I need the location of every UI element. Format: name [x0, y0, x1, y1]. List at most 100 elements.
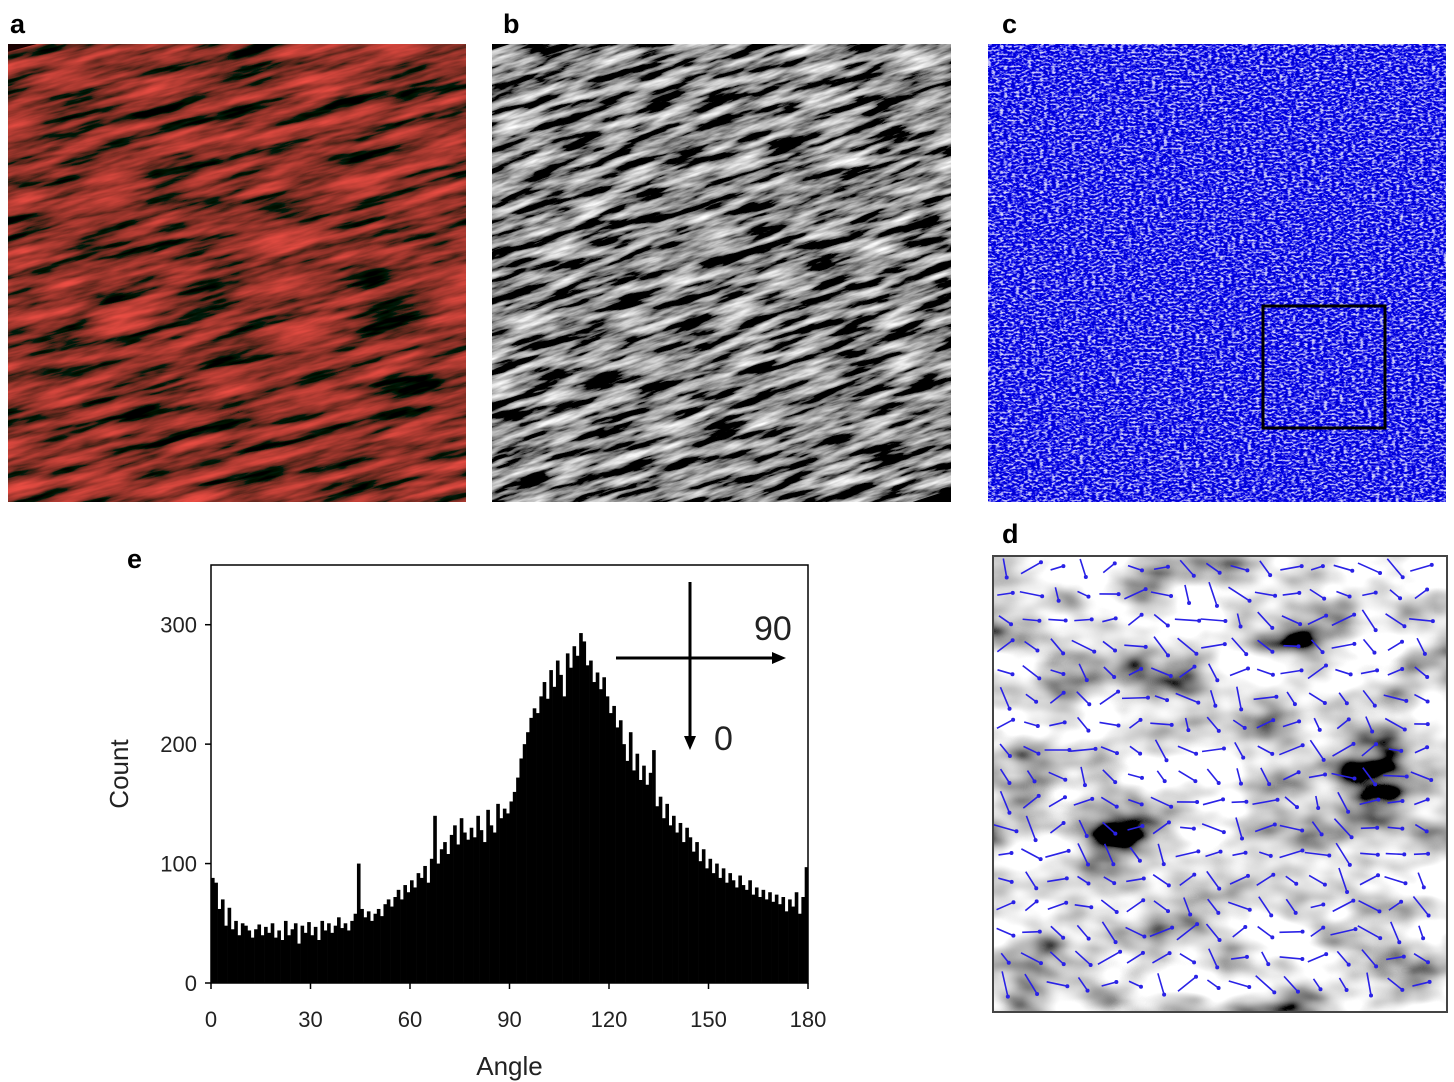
bar [579, 633, 583, 983]
bar [230, 929, 235, 983]
arrow [1307, 664, 1327, 680]
arrow-head [1247, 985, 1252, 990]
arrow [1046, 981, 1068, 987]
arrow-head [1297, 590, 1302, 595]
arrow [1414, 693, 1428, 703]
arrow [1129, 719, 1141, 729]
arrow-head [1145, 695, 1150, 700]
arrow-head [1374, 964, 1379, 969]
bar [794, 892, 799, 983]
arrow [1049, 951, 1065, 965]
arrow [1175, 692, 1199, 704]
arrow-head [1323, 663, 1328, 668]
arrow [1258, 896, 1272, 916]
arrow-head [1168, 673, 1173, 678]
bar [512, 791, 517, 983]
arrow-head [1321, 757, 1326, 762]
arrow [996, 639, 1014, 653]
bar [313, 926, 318, 983]
arrow-head [1296, 644, 1301, 649]
arrow [1256, 668, 1274, 676]
arrow [1074, 904, 1092, 908]
arrow-head [1061, 935, 1066, 940]
arrow-head [1425, 675, 1430, 680]
image-a [8, 43, 467, 503]
bar [599, 689, 603, 983]
bar [582, 641, 587, 983]
arrow [1047, 877, 1067, 883]
arrow-head [1298, 622, 1303, 627]
arrow [1103, 843, 1115, 865]
arrow-head [1270, 649, 1275, 654]
arrow-head [1007, 753, 1012, 758]
bar [668, 825, 673, 983]
arrow [1254, 823, 1276, 833]
bar [217, 908, 222, 983]
bar [469, 827, 474, 983]
arrow-head [1009, 622, 1014, 627]
bar [635, 753, 640, 983]
bar [353, 913, 358, 983]
arrow-head [1377, 909, 1382, 914]
arrow [1413, 798, 1429, 806]
arrow-head [1430, 619, 1435, 624]
arrow-head [1218, 849, 1223, 854]
bar [751, 894, 756, 983]
arrow [1179, 559, 1195, 577]
bar [572, 646, 577, 983]
bar [439, 849, 444, 983]
arrow [1385, 613, 1405, 627]
bar [380, 916, 384, 983]
arrow-head [1138, 717, 1143, 722]
arrow [1255, 975, 1275, 993]
arrow-head [1245, 568, 1250, 573]
arrow [1360, 669, 1378, 675]
arrow [1177, 637, 1197, 655]
arrow-head [1086, 881, 1091, 886]
arrow [1125, 926, 1145, 938]
arrow [1209, 690, 1217, 706]
arrow-head [1138, 984, 1143, 989]
arrow [1331, 613, 1355, 627]
bar [247, 930, 252, 983]
bar [400, 899, 404, 983]
arrow-head [1216, 780, 1221, 785]
arrow [1257, 925, 1273, 939]
arrow-head [1114, 751, 1119, 756]
arrow [1410, 564, 1432, 572]
arrow-head [1422, 651, 1427, 656]
arrow-head [1319, 832, 1324, 837]
arrow-head [1268, 573, 1273, 578]
bar [652, 750, 656, 983]
arrow [1002, 558, 1008, 578]
bar [416, 873, 421, 983]
bar [672, 815, 676, 983]
arrow-head [1038, 961, 1043, 966]
bar [426, 882, 431, 983]
arrow [1127, 825, 1143, 831]
arrow-head [1397, 940, 1402, 945]
arrow [1101, 921, 1117, 943]
arrow [1103, 876, 1115, 884]
arrow-head [1061, 690, 1066, 695]
key-label: 90 [754, 610, 792, 648]
arrow-head [1166, 909, 1171, 914]
arrow [1388, 748, 1402, 752]
arrow-head [1009, 879, 1014, 884]
bar [333, 925, 338, 983]
arrow-head [1404, 774, 1409, 779]
arrow-head [1402, 727, 1407, 732]
arrow [1236, 686, 1242, 710]
arrow-head [1196, 700, 1201, 705]
arrow-head [1083, 574, 1088, 579]
arrow [1282, 720, 1300, 728]
y-tick-label: 0 [185, 971, 197, 996]
arrow [1074, 618, 1092, 622]
arrow [1070, 748, 1096, 752]
arrow [1385, 852, 1405, 856]
arrow [1389, 921, 1401, 943]
bar [320, 920, 325, 983]
arrow-head [1293, 910, 1298, 915]
arrow-head [1292, 702, 1297, 707]
arrow-head [1116, 592, 1121, 597]
